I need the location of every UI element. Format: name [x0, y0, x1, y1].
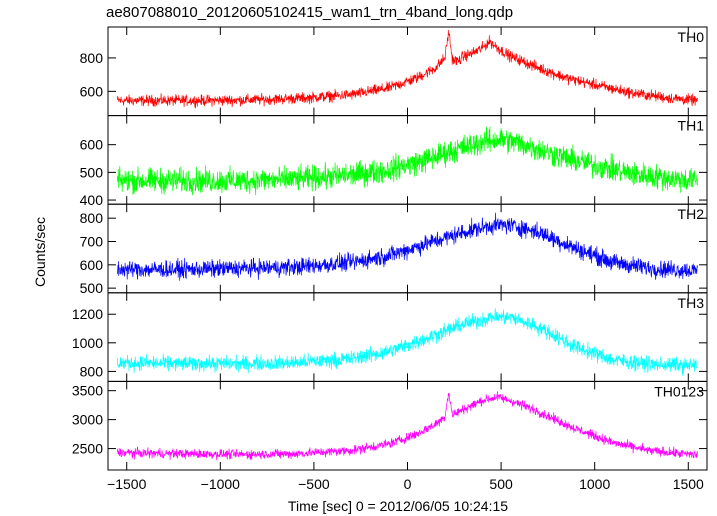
y-tick-label: 3000 — [72, 412, 103, 428]
y-tick-label: 500 — [80, 164, 104, 180]
x-tick-label: 1000 — [579, 476, 610, 492]
x-tick-label: 500 — [489, 476, 513, 492]
y-tick-label: 600 — [80, 257, 104, 273]
panel-th3: 800 1000 1200 TH3 — [72, 292, 708, 382]
chart-title: ae807088010_20120605102415_wam1_trn_4ban… — [106, 4, 513, 21]
y-tick-label: 700 — [80, 234, 104, 250]
x-tick-label: −1000 — [201, 476, 241, 492]
panel-th0: 600 800 TH0 — [80, 26, 708, 117]
y-tick-label: 1000 — [72, 335, 103, 351]
panel-label: TH1 — [678, 118, 705, 134]
y-tick-label: 600 — [80, 137, 104, 153]
panel-label: TH0123 — [654, 383, 704, 399]
series-line-th0 — [117, 29, 698, 109]
panel-th0123: 2500 3000 3500 TH0123 — [72, 380, 708, 471]
y-axis-label: Counts/sec — [32, 217, 48, 287]
x-tick-label: −500 — [298, 476, 330, 492]
panel-th2: 500 600 700 800 TH2 — [80, 203, 708, 296]
y-tick-label: 800 — [80, 210, 104, 226]
series-line-th2 — [117, 212, 698, 281]
y-tick-label: 800 — [80, 363, 104, 379]
panels: 600 800 TH0 400 500 600 TH1 500 600 700 800 TH2 800 1… — [72, 26, 708, 471]
x-tick-label: 0 — [404, 476, 412, 492]
series-line-th0123 — [117, 391, 698, 461]
x-axis-label: Time [sec] 0 = 2012/06/05 10:24:15 — [288, 498, 508, 514]
y-tick-label: 500 — [80, 280, 104, 296]
panel-label: TH2 — [678, 206, 705, 222]
x-tick-label: −1500 — [107, 476, 147, 492]
y-tick-label: 2500 — [72, 441, 103, 457]
y-tick-label: 800 — [80, 50, 104, 66]
panel-frame — [107, 26, 708, 117]
y-tick-label: 3500 — [72, 383, 103, 399]
x-tick-labels: −1500 −1000 −500 0 500 1000 1500 — [107, 476, 704, 492]
series-line-th3 — [117, 308, 698, 376]
panel-th1: 400 500 600 TH1 — [80, 115, 708, 208]
series-line-th1 — [117, 126, 698, 196]
y-tick-label: 1200 — [72, 306, 103, 322]
y-tick-label: 600 — [80, 83, 104, 99]
panel-label: TH3 — [678, 295, 705, 311]
y-tick-label: 400 — [80, 192, 104, 208]
x-tick-label: 1500 — [673, 476, 704, 492]
panel-label: TH0 — [678, 29, 705, 45]
